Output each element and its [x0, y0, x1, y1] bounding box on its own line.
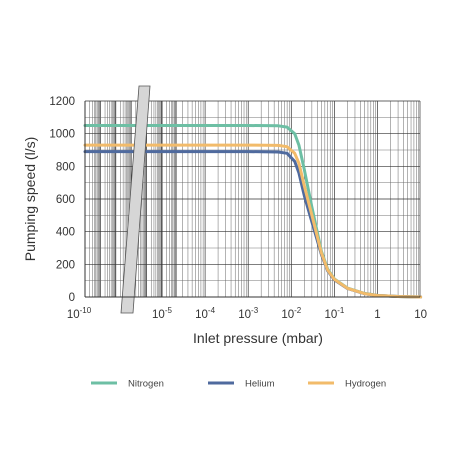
y-tick-labels: 0 200 400 600 800 1000 1200: [49, 96, 75, 304]
x-axis-label: Inlet pressure (mbar): [193, 330, 323, 346]
axis-break-band: [120, 85, 151, 314]
x-tick-labels: 10-10 10-5 10-4 10-3 10-2 10-1 1 10: [67, 306, 427, 321]
x-tick-label: 10-10: [67, 306, 92, 321]
x-tick-label: 10: [414, 309, 427, 321]
x-tick-label: 1: [374, 309, 380, 321]
x-tick-label: 10-2: [281, 306, 301, 321]
y-tick-label: 800: [56, 161, 75, 173]
axis-break: [120, 85, 151, 314]
y-tick-label: 600: [56, 194, 75, 206]
y-tick-label: 400: [56, 227, 75, 239]
y-axis-label: Pumping speed (l/s): [22, 137, 38, 262]
y-tick-label: 1200: [49, 96, 75, 108]
x-tick-label: 10-5: [152, 306, 172, 321]
series-lines: [83, 124, 423, 299]
series-line-hydrogen: [83, 143, 423, 299]
y-tick-label: 200: [56, 259, 75, 271]
x-tick-label: 10-1: [324, 306, 344, 321]
x-tick-label: 10-3: [238, 306, 258, 321]
y-tick-label: 0: [69, 292, 75, 304]
legend-label-hydrogen: Hydrogen: [345, 379, 386, 390]
legend: Nitrogen Helium Hydrogen: [91, 379, 386, 390]
legend-label-helium: Helium: [245, 379, 275, 390]
legend-label-nitrogen: Nitrogen: [128, 379, 164, 390]
y-tick-label: 1000: [49, 129, 75, 141]
plot-frame: [84, 101, 421, 298]
x-tick-label: 10-4: [195, 306, 215, 321]
